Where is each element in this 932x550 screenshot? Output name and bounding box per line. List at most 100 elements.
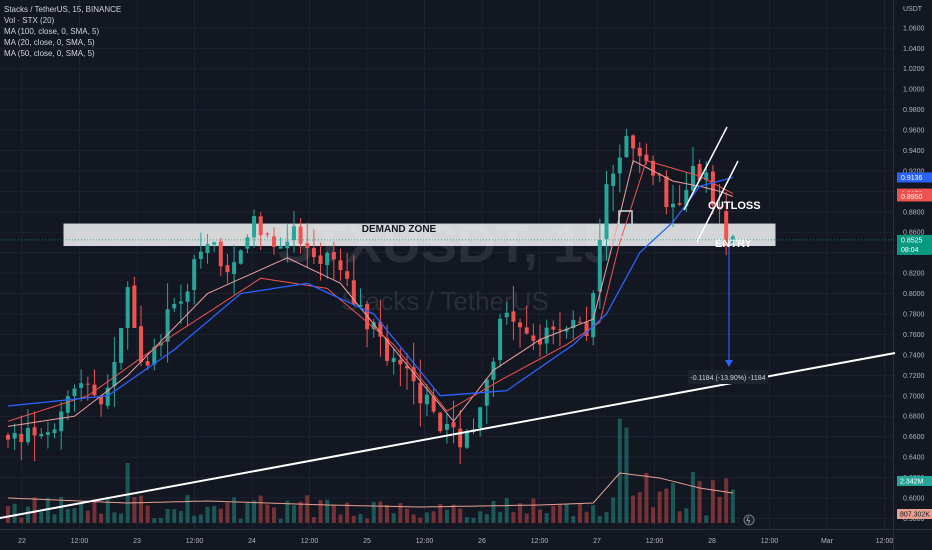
volume-bar <box>25 506 30 523</box>
volume-tag-label: 2.342M <box>900 479 924 486</box>
volume-bar <box>424 512 429 523</box>
legend-ma20[interactable]: MA (20, close, 0, SMA, 5) <box>4 38 95 47</box>
time-tick-label: 12:00 <box>416 538 434 545</box>
candle-body <box>710 171 715 206</box>
volume-bar <box>405 508 409 523</box>
price-tick-label: 0.8200 <box>903 271 925 278</box>
candle-body <box>45 432 50 435</box>
candle-body <box>511 311 516 322</box>
volume-bar <box>531 498 536 523</box>
volume-bar <box>524 513 529 523</box>
candle-body <box>538 339 542 345</box>
volume-bar <box>92 499 97 523</box>
alert-icon[interactable] <box>743 514 755 526</box>
drawings[interactable]: -0.1184 (-13.90%) -1184 CUTLOSS ENTRY <box>0 126 896 519</box>
candle-body <box>132 285 137 328</box>
volume-bar <box>637 492 642 523</box>
volume-bar <box>99 513 104 523</box>
price-tick-label: 0.6600 <box>903 434 925 441</box>
channel-line-upper[interactable] <box>683 126 728 211</box>
price-tick-label: 0.7000 <box>903 393 925 400</box>
measure-label: -0.1184 (-13.90%) -1184 <box>690 375 765 382</box>
candle-body <box>225 265 230 273</box>
candle-body <box>278 246 283 249</box>
volume-bar <box>245 502 250 523</box>
candle-body <box>59 411 64 432</box>
candle-body <box>378 321 383 337</box>
price-tick-label: 1.0200 <box>903 66 925 73</box>
time-tick-label: 27 <box>593 538 601 545</box>
candle-body <box>205 244 210 254</box>
candle-body <box>617 157 622 174</box>
measure-label-box <box>688 370 768 384</box>
legend-volume[interactable]: Vol · STX (20) <box>4 16 55 25</box>
volume-bar <box>544 513 549 523</box>
time-tick-label: 12:00 <box>761 538 779 545</box>
volume-bar <box>664 488 669 523</box>
volume-bar <box>577 503 582 523</box>
volume-bar <box>717 496 722 523</box>
moving-averages <box>7 159 734 427</box>
volume-bar <box>198 514 203 523</box>
candle-body <box>19 433 24 443</box>
volume-bar <box>258 495 263 523</box>
candle-body <box>285 241 290 249</box>
volume-bar <box>365 518 370 523</box>
watermark-name: Stacks / TetherUS <box>341 286 549 316</box>
price-tick-label: 0.7200 <box>903 373 925 380</box>
time-tick-label: 25 <box>363 538 371 545</box>
candle-body <box>39 433 44 437</box>
legend-symbol[interactable]: Stacks / TetherUS, 15, BINANCE <box>4 5 122 14</box>
volume-bar <box>285 500 290 523</box>
candle-body <box>345 271 350 279</box>
candle-body <box>411 367 416 382</box>
candle-body <box>125 287 130 329</box>
volume-bar <box>238 518 243 523</box>
candle-body <box>92 384 97 396</box>
candle-body <box>85 383 90 385</box>
volume-bar <box>192 515 197 523</box>
price-tick-label: 0.5800 <box>903 516 925 523</box>
candle-body <box>531 335 536 341</box>
volume-bar <box>358 513 363 523</box>
candle-body <box>6 434 10 440</box>
candlesticks <box>6 128 735 464</box>
candle-body <box>305 243 310 249</box>
volume-bar <box>12 503 17 523</box>
price-tick-label: 0.8000 <box>903 291 925 298</box>
volume-bar <box>398 503 403 523</box>
volume-bar <box>631 495 636 523</box>
volume-bar <box>504 498 509 523</box>
highlight-candle-box[interactable] <box>618 210 633 238</box>
price-tick-label: 0.6800 <box>903 414 925 421</box>
legend-ma100[interactable]: MA (100, close, 0, SMA, 5) <box>4 27 100 36</box>
candle-body <box>504 312 509 318</box>
candle-body <box>544 327 549 344</box>
candle-body <box>424 394 429 405</box>
price-tick-label: 0.7600 <box>903 332 925 339</box>
price-axis[interactable]: USDT 1.0600 1.0400 1.0200 1.0000 0.9800 0.960… <box>897 6 932 523</box>
time-tick-label: 12:00 <box>186 538 204 545</box>
candle-body <box>651 160 656 176</box>
time-tick-label: 12:00 <box>71 538 89 545</box>
candle-body <box>245 237 250 249</box>
cutloss-label: CUTLOSS <box>708 200 761 212</box>
channel-line-lower[interactable] <box>696 160 739 243</box>
legend-ma50[interactable]: MA (50, close, 0, SMA, 5) <box>4 49 95 58</box>
candle-body <box>331 251 336 260</box>
price-tick-label: 0.8800 <box>903 209 925 216</box>
candle-body <box>192 259 197 290</box>
candle-body <box>464 431 469 448</box>
candle-body <box>717 206 722 210</box>
volume-bar <box>212 505 217 523</box>
time-axis[interactable]: 22 12:00 23 12:00 24 12:00 25 12:00 26 12:00 27 12:… <box>18 538 893 545</box>
demand-zone[interactable]: DEMAND ZONE <box>63 223 776 247</box>
volume-bar <box>165 508 170 523</box>
volume-bar <box>730 489 735 523</box>
volume-bar <box>345 502 350 523</box>
candle-body <box>577 321 582 323</box>
volume-bar <box>152 518 157 523</box>
volume-bar <box>19 517 24 523</box>
